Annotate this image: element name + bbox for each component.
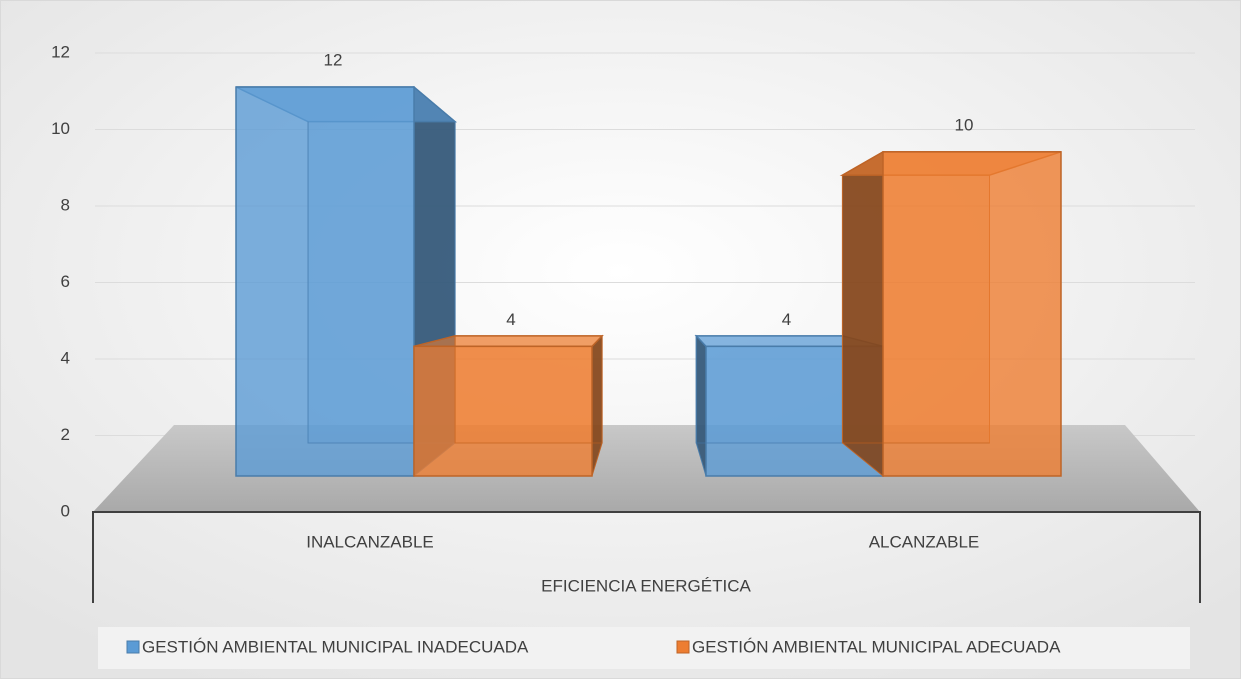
bar — [882, 151, 1062, 477]
bar — [413, 345, 593, 477]
y-tick-label: 12 — [51, 42, 70, 61]
x-axis — [92, 511, 1201, 603]
y-tick-label: 2 — [61, 425, 70, 444]
x-tick-label: INALCANZABLE — [306, 532, 434, 551]
legend-label: GESTIÓN AMBIENTAL MUNICIPAL INADECUADA — [142, 637, 529, 656]
bar-back-edge — [454, 335, 603, 444]
bars — [235, 85, 1062, 478]
y-tick-label: 10 — [51, 119, 70, 138]
x-tick-label: ALCANZABLE — [869, 532, 980, 551]
x-axis-title: EFICIENCIA ENERGÉTICA — [541, 576, 751, 595]
bar-back-edge — [841, 175, 990, 444]
legend-swatch — [676, 640, 690, 654]
legend-swatch — [126, 640, 140, 654]
bar — [235, 86, 415, 477]
data-label: 4 — [506, 310, 515, 329]
y-tick-label: 4 — [61, 348, 70, 367]
data-label: 12 — [324, 50, 343, 69]
y-tick-label: 0 — [61, 501, 70, 520]
y-tick-label: 8 — [61, 195, 70, 214]
bar-side — [841, 150, 884, 478]
legend-label: GESTIÓN AMBIENTAL MUNICIPAL ADECUADA — [692, 637, 1061, 656]
data-label: 10 — [955, 115, 974, 134]
bar-back-edge — [307, 121, 456, 444]
legend — [98, 627, 1190, 669]
data-label: 4 — [782, 310, 791, 329]
bar-back-edge — [695, 335, 843, 444]
y-tick-label: 6 — [61, 272, 70, 291]
